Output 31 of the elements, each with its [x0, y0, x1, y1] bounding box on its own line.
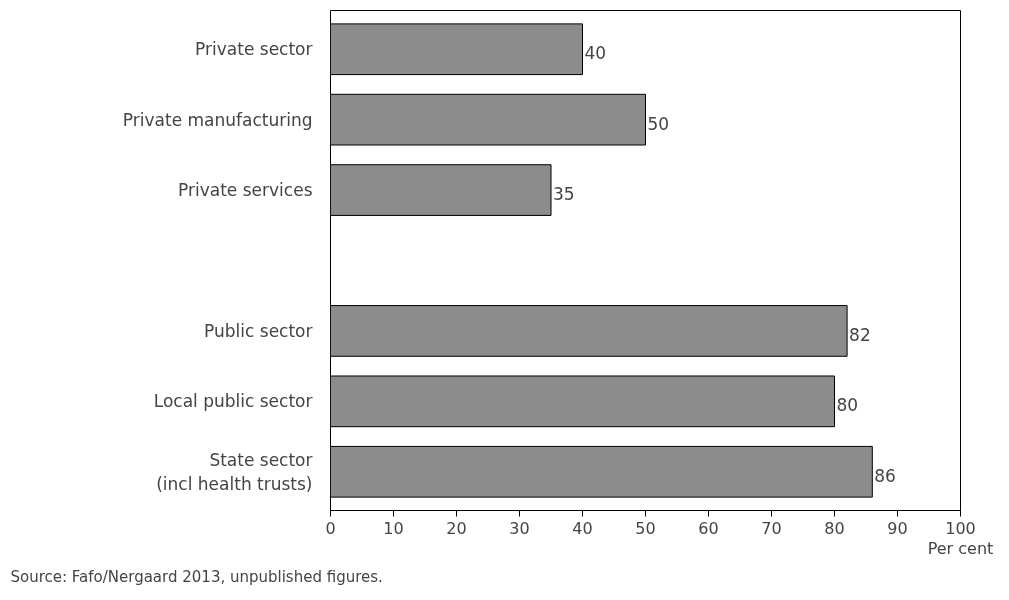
data-label: 35 [553, 184, 575, 205]
bar [330, 164, 552, 216]
y-tick-label: Private manufacturing [122, 109, 313, 130]
x-tick-label: 50 [635, 518, 656, 538]
bar [330, 305, 848, 357]
x-tick-label: 80 [824, 518, 845, 538]
data-label: 86 [874, 465, 896, 486]
y-tick-label: Private sector [195, 39, 313, 60]
bar [330, 445, 873, 498]
x-tick-label: 30 [509, 518, 530, 538]
x-tick-label: 40 [572, 518, 593, 538]
bar [330, 23, 583, 76]
data-label: 50 [647, 113, 670, 134]
y-tick-label: Public sector [204, 320, 313, 341]
data-label: 82 [849, 324, 871, 345]
x-tick-label: 0 [325, 518, 336, 538]
y-tick-label: State sector (incl health trusts) [156, 449, 313, 494]
x-tick-label: 20 [446, 518, 467, 538]
x-tick-label: 10 [383, 518, 404, 538]
source-note: Source: Fafo/Nergaard 2013, unpublished figures. [10, 567, 383, 586]
y-tick-label: Private services [178, 180, 313, 201]
x-axis-title: Per cent [927, 538, 994, 558]
x-tick-label: 90 [887, 518, 908, 538]
x-tick-label: 100 [945, 518, 976, 538]
x-tick-label: 60 [698, 518, 719, 538]
data-label: 80 [836, 395, 859, 416]
data-label: 40 [584, 43, 607, 64]
y-tick-label: Local public sector [153, 391, 313, 412]
x-tick-label: 70 [761, 518, 782, 538]
bar [330, 375, 835, 428]
bar [330, 93, 646, 146]
